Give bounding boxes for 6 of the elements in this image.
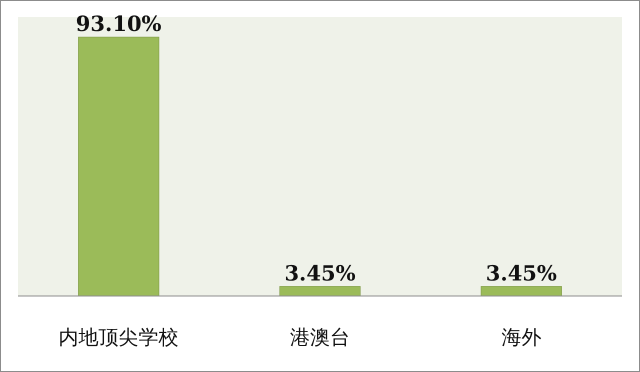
x-tick-label: 海外 <box>501 325 542 349</box>
data-label: 3.45% <box>486 260 557 286</box>
data-label: 3.45% <box>284 260 356 286</box>
x-tick-label: 内地顶尖学校 <box>58 325 179 349</box>
x-tick-label: 港澳台 <box>290 325 350 349</box>
data-label: 93.10% <box>76 11 162 36</box>
